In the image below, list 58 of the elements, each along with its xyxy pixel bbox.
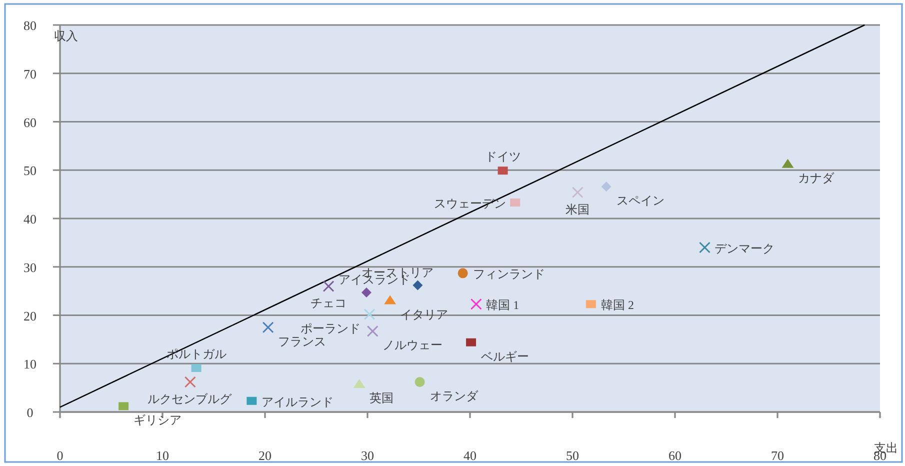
- series-label: フィンランド: [472, 267, 545, 282]
- point: [414, 377, 425, 388]
- point: [262, 322, 274, 334]
- x-tick-label: 10: [156, 448, 169, 463]
- point: [384, 295, 396, 304]
- point: [191, 364, 202, 372]
- y-tick-label: 70: [24, 66, 36, 82]
- x-tick-label: 30: [361, 448, 374, 463]
- y-tick-label: 50: [24, 163, 36, 178]
- series-label: ルクセンブルグ: [148, 392, 233, 406]
- x-tick-label: 60: [668, 448, 682, 463]
- series-label: カナダ: [798, 170, 835, 185]
- y-tick-label: 10: [24, 356, 36, 372]
- point: [470, 298, 482, 310]
- y-tick-label: 30: [24, 260, 36, 275]
- point: [498, 166, 508, 175]
- point: [184, 376, 196, 388]
- series-label: 米国: [566, 202, 590, 216]
- series-label: ドイツ: [484, 150, 521, 164]
- series-label: 韓国 1: [486, 298, 520, 312]
- x-tick-label: 20: [258, 448, 272, 463]
- point: [361, 288, 372, 298]
- y-tick-label: 20: [24, 308, 36, 324]
- point: [322, 280, 334, 292]
- series-label: 韓国 2: [600, 298, 634, 312]
- series-label: ポーランド: [300, 321, 361, 336]
- point: [412, 280, 423, 290]
- point: [366, 325, 378, 337]
- series-label: フランス: [278, 334, 326, 348]
- series-label: スペイン: [616, 194, 664, 208]
- series-label: アイルランド: [262, 394, 334, 409]
- series-label: ノルウェー: [382, 338, 443, 352]
- point: [782, 158, 794, 168]
- series-label: チェコ: [310, 296, 347, 310]
- point: [466, 338, 476, 346]
- series-label: ギリシア: [134, 413, 182, 428]
- point: [601, 182, 612, 192]
- x-tick-label: 40: [464, 448, 476, 463]
- series-label: ベルギー: [481, 349, 530, 364]
- point: [364, 308, 376, 320]
- x-tick-label: 0: [56, 448, 64, 463]
- point: [698, 242, 710, 254]
- series-label: オランダ: [430, 389, 479, 404]
- x-tick-label: 50: [566, 448, 579, 463]
- point: [458, 268, 468, 278]
- y-tick-label: 0: [26, 405, 34, 420]
- y-tick-label: 60: [24, 114, 36, 130]
- point: [353, 378, 366, 388]
- series-label: 英国: [369, 390, 394, 405]
- series-label: デンマーク: [714, 242, 775, 256]
- point: [246, 396, 257, 405]
- point: [118, 402, 129, 410]
- y-tick-label: 40: [24, 212, 36, 226]
- x-tick-label: 70: [771, 448, 784, 463]
- point: [572, 186, 584, 198]
- point: [586, 300, 596, 308]
- y-tick-label: 80: [24, 18, 36, 33]
- point: [510, 198, 520, 207]
